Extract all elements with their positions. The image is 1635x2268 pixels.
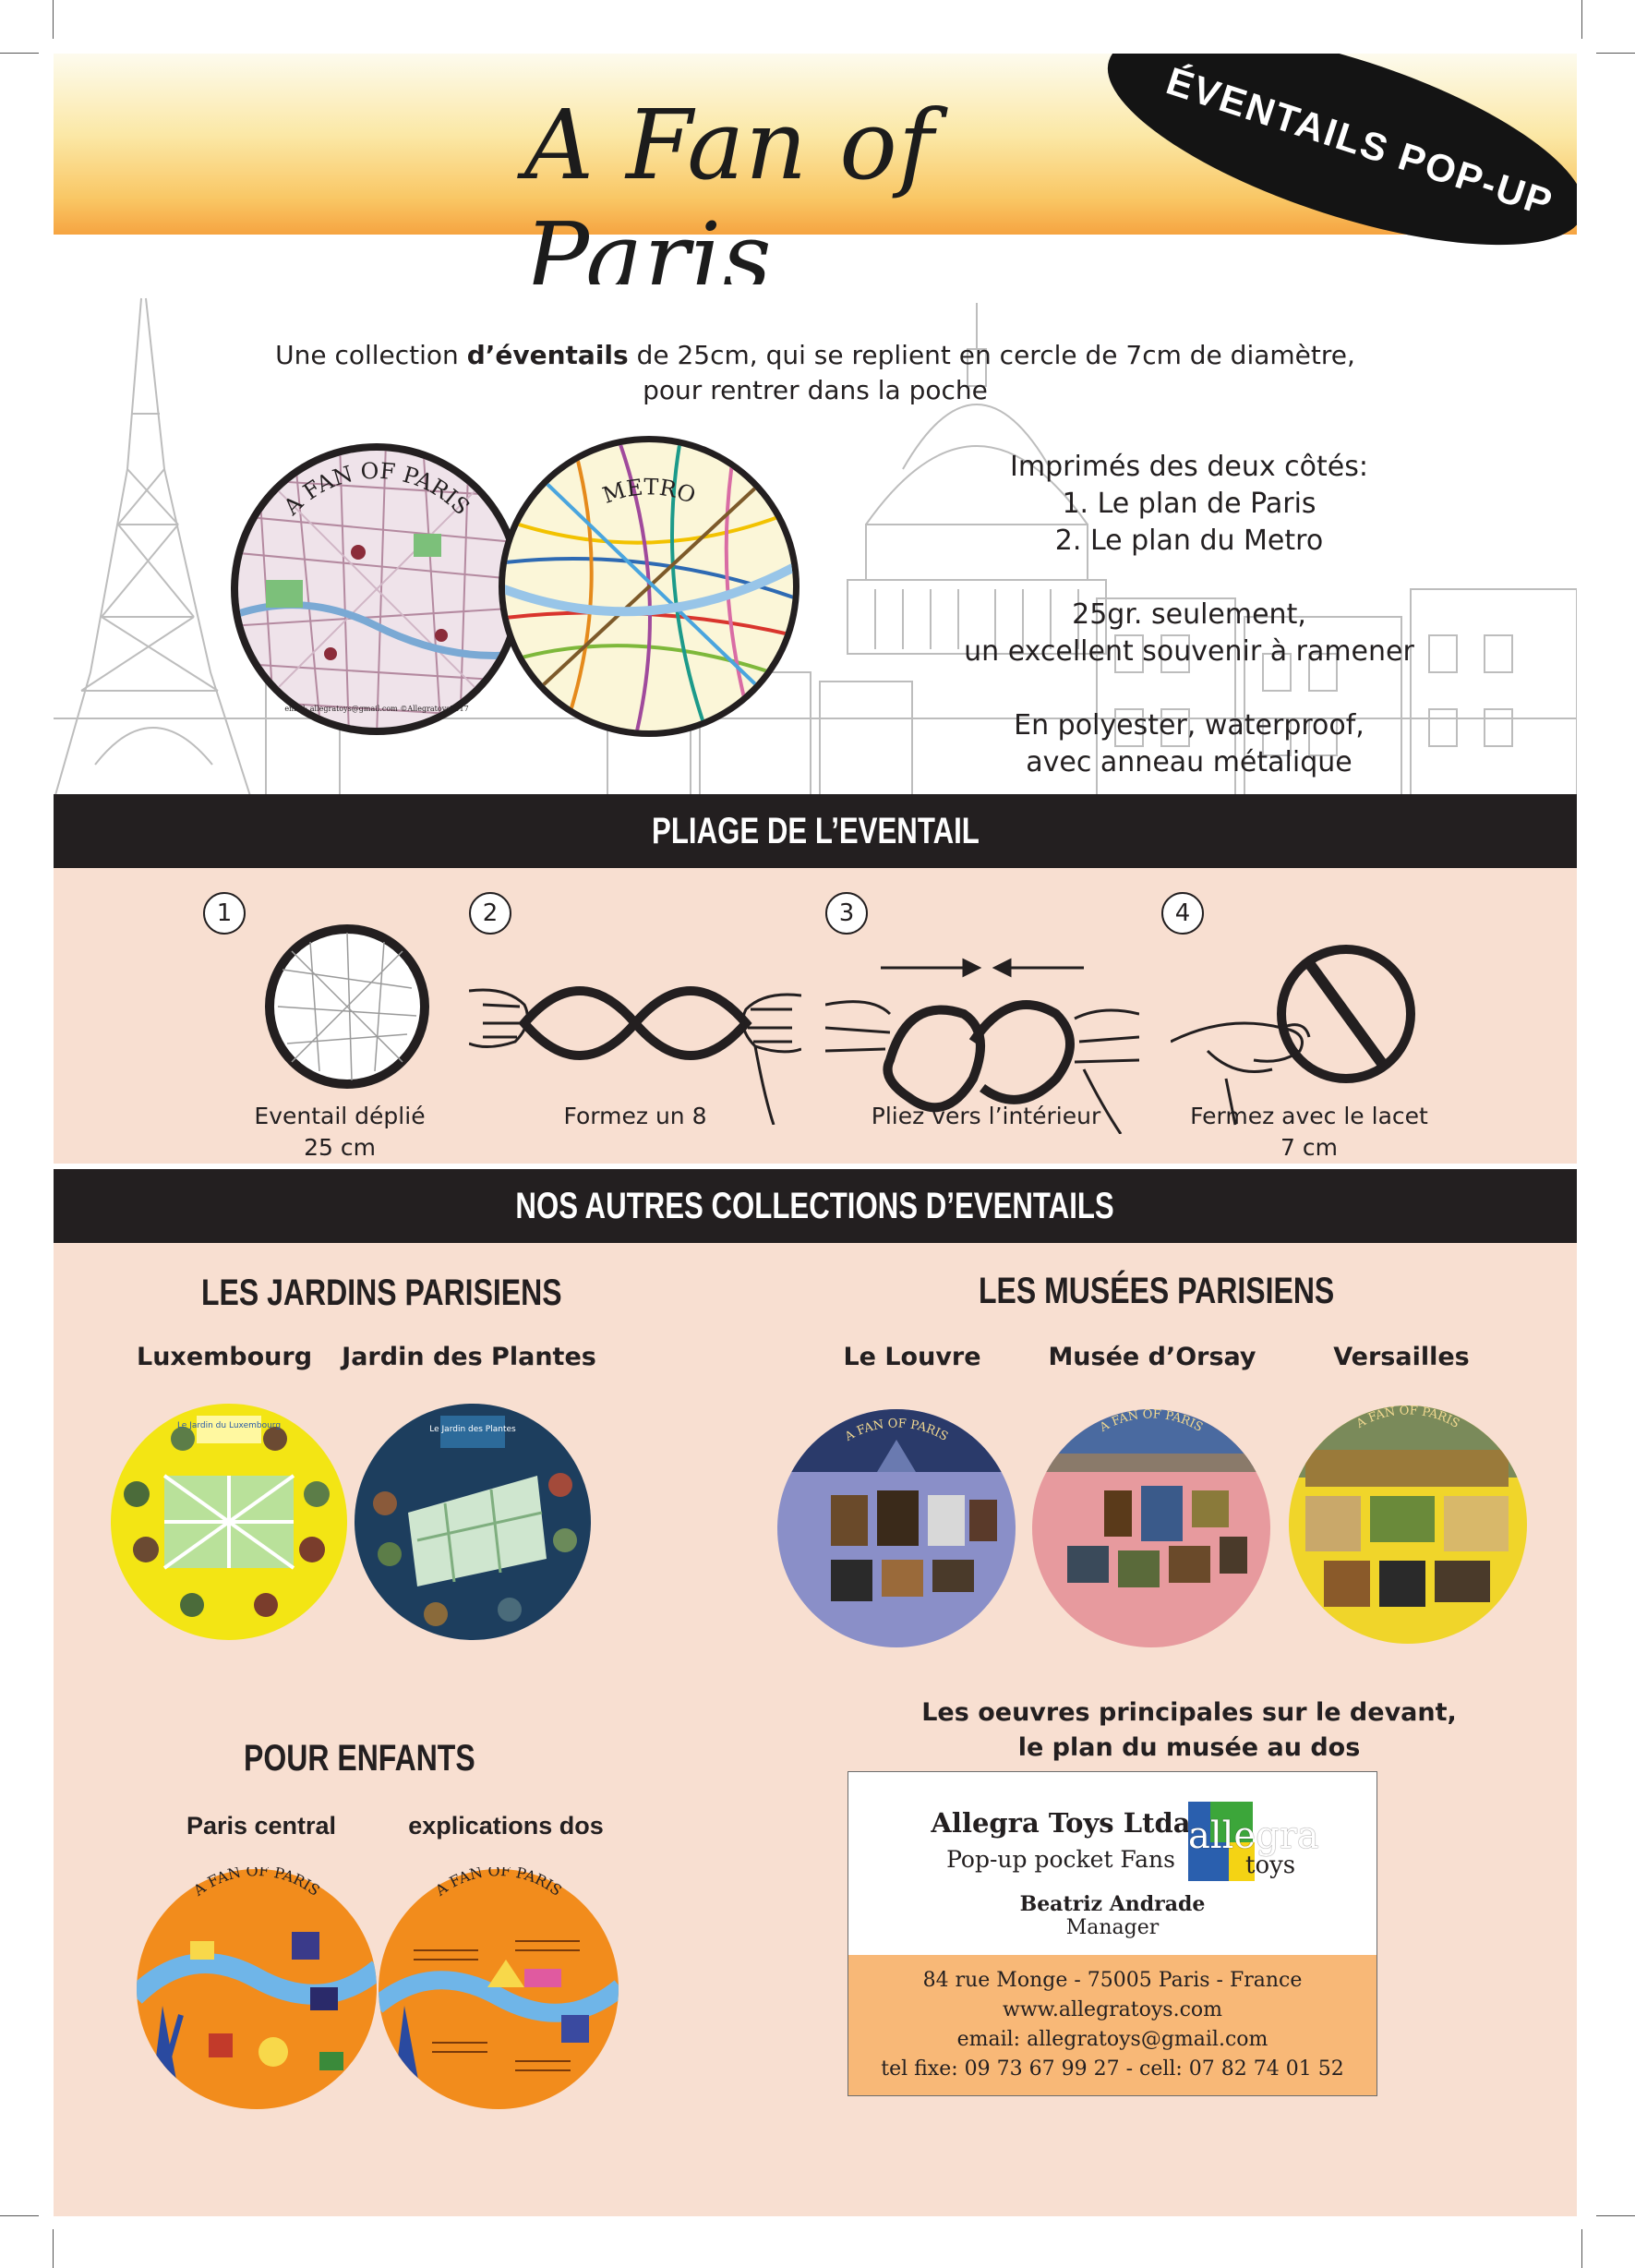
crop-mark — [0, 53, 39, 54]
company-tagline: Pop-up pocket Fans — [946, 1846, 1175, 1873]
enfants-title-text: POUR ENFANTS — [244, 1738, 475, 1779]
feature-line: 2. Le plan du Metro — [1054, 525, 1324, 557]
fold-inward-illustration — [825, 958, 1139, 1134]
feature-line: un excellent souvenir à ramener — [964, 635, 1414, 668]
musees-title: LES MUSÉES PARISIENS — [979, 1271, 1440, 1312]
jardins-title-text: LES JARDINS PARISIENS — [201, 1273, 562, 1313]
jardin-des-plantes-fan-label: Le Jardin des Plantes — [429, 1425, 516, 1434]
paris-map-fan: A FAN OF PARIS email: allegratoys@gmail.… — [231, 443, 523, 735]
logo-sub: toys — [1245, 1852, 1296, 1879]
feature-line: 25gr. seulement, — [1072, 598, 1306, 631]
step-number: 4 — [1161, 892, 1204, 935]
logo-block-green — [1210, 1802, 1253, 1842]
feature-line: Imprimés des deux côtés: — [1010, 451, 1368, 483]
page-title: A Fan of Paris — [524, 89, 935, 314]
crop-mark — [1596, 53, 1635, 54]
paris-sketch-illustration — [54, 297, 1577, 802]
crop-mark — [0, 2215, 39, 2216]
crop-mark — [53, 2229, 54, 2268]
step-caption: Pliez vers l’intérieur — [871, 1103, 1101, 1129]
feature-line: 1. Le plan de Paris — [1062, 488, 1316, 520]
enfants-title: POUR ENFANTS — [244, 1738, 613, 1779]
feature-line — [940, 670, 1438, 707]
contact-phone: tel fixe: 09 73 67 99 27 - cell: 07 82 7… — [881, 2057, 1344, 2081]
feature-line: avec anneau métalique — [1026, 746, 1352, 778]
unfolded-fan-illustration — [265, 924, 429, 1089]
musees-caption: Les oeuvres principales sur le devant, l… — [866, 1695, 1512, 1766]
enfants-label: Paris central — [186, 1812, 337, 1840]
metro-map-fan: METRO — [499, 436, 799, 737]
luxembourg-fan: Le Jardin du Luxembourg — [111, 1404, 347, 1640]
closed-fan-illustration — [1171, 945, 1415, 1126]
musees-caption-line: Les oeuvres principales sur le devant, — [921, 1698, 1457, 1727]
crop-mark — [1596, 2215, 1635, 2216]
logo-block-yellow — [1229, 1842, 1255, 1881]
orsay-fan: A FAN OF PARIS — [1032, 1407, 1270, 1647]
versailles-fan: A FAN OF PARIS — [1289, 1404, 1527, 1644]
luxembourg-fan-label: Le Jardin du Luxembourg — [177, 1421, 281, 1430]
crop-mark — [1581, 0, 1582, 39]
features-list: Imprimés des deux côtés: 1. Le plan de P… — [940, 449, 1438, 781]
feature-line — [940, 560, 1438, 597]
flyer-page: A Fan of Paris ÉVENTAILS POP-UP — [54, 54, 1577, 2216]
contact-role: Manager — [1065, 1916, 1160, 1939]
musee-label: Versailles — [1333, 1343, 1470, 1371]
contact-email[interactable]: email: allegratoys@gmail.com — [956, 2028, 1268, 2051]
business-card: Allegra Toys Ltda Pop-up pocket Fans all… — [848, 1771, 1377, 2096]
musee-label: Musée d’Orsay — [1048, 1343, 1256, 1371]
jardin-des-plantes-fan: Le Jardin des Plantes — [355, 1404, 591, 1640]
contact-address: 84 rue Monge - 75005 Paris - France — [922, 1969, 1303, 1992]
feature-line: En polyester, waterproof, — [1014, 709, 1365, 742]
jardins-title: LES JARDINS PARISIENS — [201, 1273, 663, 1314]
step-caption: Fermez avec le lacet 7 cm — [1171, 1101, 1448, 1164]
jardin-label: Luxembourg — [137, 1343, 313, 1371]
louvre-fan: A FAN OF PARIS — [777, 1409, 1016, 1647]
jardin-label: Jardin des Plantes — [342, 1343, 596, 1371]
intro-section: Une collection d’éventails de 25cm, qui … — [54, 284, 1577, 802]
card-contact-area: 84 rue Monge - 75005 Paris - France www.… — [848, 1955, 1377, 2095]
step-caption-line: Fermez avec le lacet — [1190, 1103, 1428, 1129]
collections-band: NOS AUTRES COLLECTIONS D’EVENTAILS — [54, 1169, 1577, 1243]
intro-text: Une collection — [275, 340, 467, 370]
step-number: 3 — [825, 892, 868, 935]
step-caption-line: Eventail déplié — [254, 1103, 426, 1129]
contact-details: 84 rue Monge - 75005 Paris - France www.… — [848, 1966, 1377, 2084]
step-caption: Formez un 8 — [563, 1103, 707, 1129]
crop-mark — [53, 0, 54, 39]
map-fan-footer: email: allegratoys@gmail.com ©Allegratoy… — [284, 705, 468, 713]
musee-label: Le Louvre — [843, 1343, 981, 1371]
collections-title: NOS AUTRES COLLECTIONS D’EVENTAILS — [515, 1186, 1115, 1226]
step-number: 1 — [203, 892, 246, 935]
intro-line-1: Une collection d’éventails de 25cm, qui … — [54, 340, 1577, 370]
step-caption-line: 25 cm — [304, 1134, 376, 1161]
explications-fan: A FAN OF PARIS — [379, 1867, 619, 2109]
enfants-label: explications dos — [408, 1812, 604, 1840]
folding-title: PLIAGE DE L’EVENTAIL — [651, 811, 980, 851]
step-caption: Eventail déplié 25 cm — [220, 1101, 460, 1164]
folding-band: PLIAGE DE L’EVENTAIL — [54, 794, 1577, 868]
paris-central-fan: A FAN OF PARIS — [137, 1867, 377, 2109]
logo-word: allegra — [1188, 1815, 1319, 1857]
contact-web[interactable]: www.allegratoys.com — [1002, 1998, 1223, 2021]
intro-bold: d’éventails — [466, 340, 629, 370]
step-number: 2 — [469, 892, 511, 935]
crop-mark — [1581, 2229, 1582, 2268]
figure-eight-illustration — [469, 986, 801, 1125]
contact-person: Beatriz Andrade — [1019, 1892, 1206, 1916]
intro-text: de 25cm, qui se replient en cercle de 7c… — [628, 340, 1355, 370]
musees-title-text: LES MUSÉES PARISIENS — [979, 1271, 1335, 1311]
musees-caption-line: le plan du musée au dos — [1017, 1733, 1361, 1762]
company-name: Allegra Toys Ltda — [931, 1807, 1191, 1839]
step-caption-line: 7 cm — [1280, 1134, 1338, 1161]
intro-line-2: pour rentrer dans la poche — [643, 375, 988, 405]
